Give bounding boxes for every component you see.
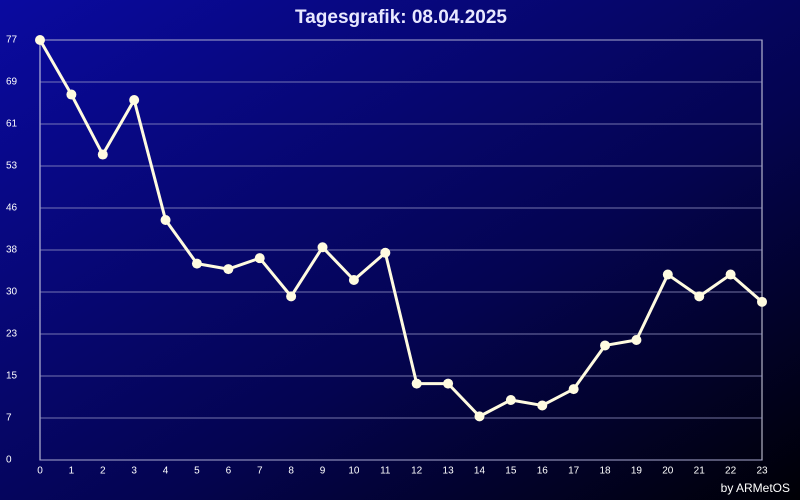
y-tick-label: 77: [6, 35, 18, 46]
data-point: [35, 35, 45, 45]
x-tick-label: 15: [505, 466, 517, 477]
data-point: [97, 149, 108, 160]
x-tick-label: 3: [131, 466, 137, 477]
data-point: [474, 411, 485, 422]
data-point: [537, 400, 548, 411]
x-tick-label: 0: [37, 466, 43, 477]
y-tick-label: 61: [6, 119, 18, 130]
data-point: [191, 258, 202, 269]
data-line: [38, 39, 763, 418]
x-tick-label: 4: [163, 466, 169, 477]
y-tick-label: 46: [6, 203, 18, 214]
footer: by ARMetOS: [721, 481, 790, 495]
data-point: [600, 340, 611, 351]
x-tick-label: 8: [288, 466, 294, 477]
data-point: [568, 384, 579, 395]
x-tick-label: 6: [226, 466, 232, 477]
data-point: [631, 335, 642, 345]
y-tick-label: 30: [6, 287, 18, 298]
x-tick-label: 12: [411, 466, 423, 477]
data-point: [66, 89, 77, 100]
x-tick-label: 17: [568, 466, 580, 477]
x-tick-label: 1: [69, 466, 75, 477]
x-tick-label: 21: [694, 466, 706, 477]
x-tick-label: 16: [537, 466, 549, 477]
x-tick-label: 23: [756, 466, 768, 477]
x-tick-label: 9: [320, 466, 326, 477]
x-tick-label: 10: [348, 466, 360, 477]
y-tick-label: 53: [6, 161, 18, 172]
x-tick-label: 19: [631, 466, 643, 477]
data-point: [348, 275, 359, 285]
data-point: [694, 291, 705, 302]
x-tick-label: 5: [194, 466, 200, 477]
chart-title: Tagesgrafik: 08.04.2025: [295, 7, 507, 28]
x-tick-label: 11: [380, 466, 391, 477]
x-tick-label: 7: [257, 466, 263, 477]
y-tick-label: 69: [6, 77, 18, 88]
x-tick-label: 22: [725, 466, 737, 477]
data-point: [223, 264, 234, 275]
data-point: [380, 247, 391, 258]
data-point: [286, 291, 297, 302]
data-point: [757, 296, 767, 307]
data-point: [443, 378, 454, 389]
x-tick-label: 20: [662, 466, 674, 477]
data-point: [662, 269, 673, 280]
x-tick-label: 2: [100, 466, 106, 477]
y-tick-label: 15: [6, 371, 18, 382]
data-point: [505, 395, 516, 405]
data-point: [725, 269, 736, 280]
data-point: [317, 242, 328, 253]
x-tick-label: 14: [474, 466, 486, 477]
y-tick-label: 23: [6, 329, 18, 340]
data-point: [129, 95, 140, 105]
data-point: [160, 215, 171, 225]
y-tick-label: 0: [6, 455, 12, 466]
y-tick-label: 7: [6, 413, 12, 424]
x-tick-label: 18: [599, 466, 611, 477]
data-point: [254, 253, 265, 264]
x-tick-label: 13: [443, 466, 455, 477]
data-point: [411, 378, 422, 389]
y-tick-label: 38: [6, 245, 18, 256]
